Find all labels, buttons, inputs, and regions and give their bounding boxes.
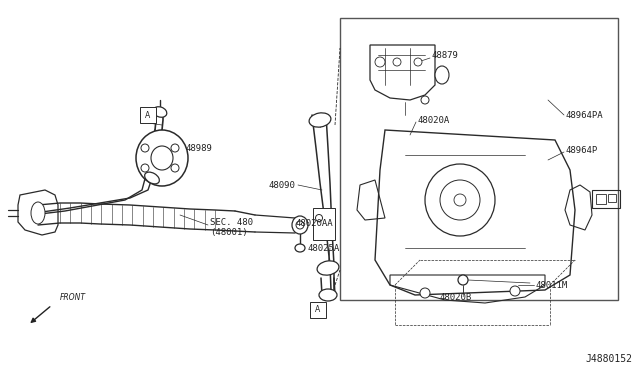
Ellipse shape (454, 194, 466, 206)
Ellipse shape (145, 172, 159, 184)
Ellipse shape (153, 107, 167, 117)
Text: 48020AA: 48020AA (296, 218, 333, 228)
Ellipse shape (319, 289, 337, 301)
Ellipse shape (435, 66, 449, 84)
Text: 48020B: 48020B (440, 294, 472, 302)
Ellipse shape (316, 215, 323, 221)
Bar (340, 18, 618, 300)
Text: 48090: 48090 (268, 180, 295, 189)
Ellipse shape (317, 261, 339, 275)
Text: 48964P: 48964P (566, 145, 598, 154)
Text: J4880152: J4880152 (585, 354, 632, 364)
Bar (310, 302, 326, 318)
Bar (592, 190, 620, 208)
Ellipse shape (414, 58, 422, 66)
Text: 48025A: 48025A (308, 244, 340, 253)
Ellipse shape (510, 286, 520, 296)
Ellipse shape (141, 144, 149, 152)
Text: (48001): (48001) (210, 228, 248, 237)
Ellipse shape (375, 57, 385, 67)
Text: 48964PA: 48964PA (566, 110, 604, 119)
Text: A: A (316, 305, 321, 314)
Ellipse shape (31, 202, 45, 224)
Ellipse shape (309, 113, 331, 127)
Bar (313, 208, 335, 240)
Ellipse shape (458, 275, 468, 285)
Ellipse shape (141, 164, 149, 172)
Bar (608, 194, 616, 202)
Bar (596, 194, 606, 204)
Ellipse shape (296, 221, 304, 229)
Text: 48879: 48879 (432, 51, 459, 60)
Text: 48020A: 48020A (418, 115, 451, 125)
Ellipse shape (295, 244, 305, 252)
Ellipse shape (171, 164, 179, 172)
Ellipse shape (420, 288, 430, 298)
Ellipse shape (440, 180, 480, 220)
Ellipse shape (393, 58, 401, 66)
Text: 48989: 48989 (185, 144, 212, 153)
Text: FRONT: FRONT (60, 293, 86, 302)
Text: 48011M: 48011M (536, 280, 568, 289)
Ellipse shape (136, 130, 188, 186)
Text: A: A (145, 110, 150, 119)
Ellipse shape (171, 144, 179, 152)
Bar (140, 107, 156, 123)
Ellipse shape (292, 216, 308, 234)
Ellipse shape (425, 164, 495, 236)
Ellipse shape (421, 96, 429, 104)
Text: SEC. 480: SEC. 480 (210, 218, 253, 227)
Ellipse shape (151, 146, 173, 170)
